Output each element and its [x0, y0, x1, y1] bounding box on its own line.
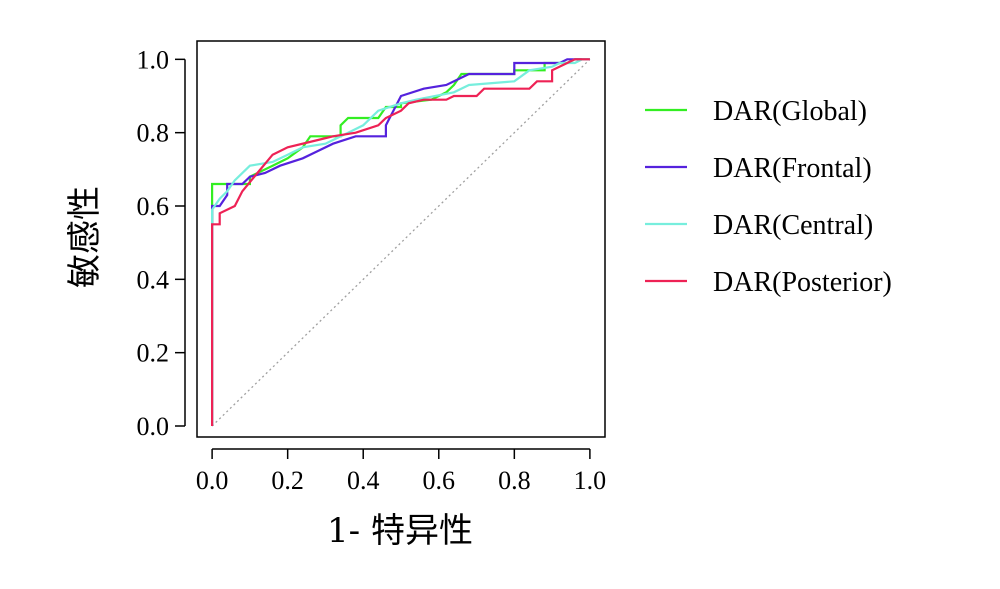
legend-item: DAR(Frontal) [645, 153, 872, 184]
legend-item: DAR(Central) [645, 210, 873, 241]
legend-label: DAR(Posterior) [713, 267, 892, 298]
plot-frame [196, 40, 606, 438]
axis-layer: 0.0 0.2 0.4 0.6 0.8 1.0 0.0 0.2 0.4 0.6 0.8 1.0 [137, 40, 607, 495]
legend-item: DAR(Posterior) [645, 267, 892, 298]
x-axis-title: 1- 特异性 [327, 511, 473, 551]
series-line-dar-posterior [211, 58, 590, 426]
x-tick-label: 0.0 [196, 466, 229, 495]
x-tick-label: 0.8 [498, 466, 531, 495]
series-line-dar-global [211, 58, 590, 426]
legend-label: DAR(Frontal) [713, 153, 872, 184]
series-line-dar-frontal [211, 58, 590, 426]
series-layer [211, 58, 590, 426]
reference-line-layer [211, 58, 591, 427]
x-tick-label: 0.2 [271, 466, 304, 495]
legend: DAR(Global) DAR(Frontal) DAR(Central) DAR(P… [645, 96, 892, 298]
y-tick-label: 0.6 [137, 192, 170, 221]
y-tick-label: 1.0 [137, 45, 170, 74]
x-tick-label: 0.6 [423, 466, 456, 495]
legend-item: DAR(Global) [645, 96, 867, 127]
legend-label: DAR(Global) [713, 96, 867, 127]
y-axis-title: 敏感性 [65, 186, 105, 288]
reference-diagonal-line [211, 58, 591, 427]
x-tick-label: 0.4 [347, 466, 380, 495]
y-tick-label: 0.8 [137, 119, 170, 148]
y-tick-label: 0.0 [137, 412, 170, 441]
legend-label: DAR(Central) [713, 210, 873, 241]
y-tick-label: 0.4 [137, 265, 170, 294]
y-tick-label: 0.2 [137, 339, 170, 368]
series-line-dar-central [211, 58, 590, 426]
x-tick-label: 1.0 [574, 466, 607, 495]
